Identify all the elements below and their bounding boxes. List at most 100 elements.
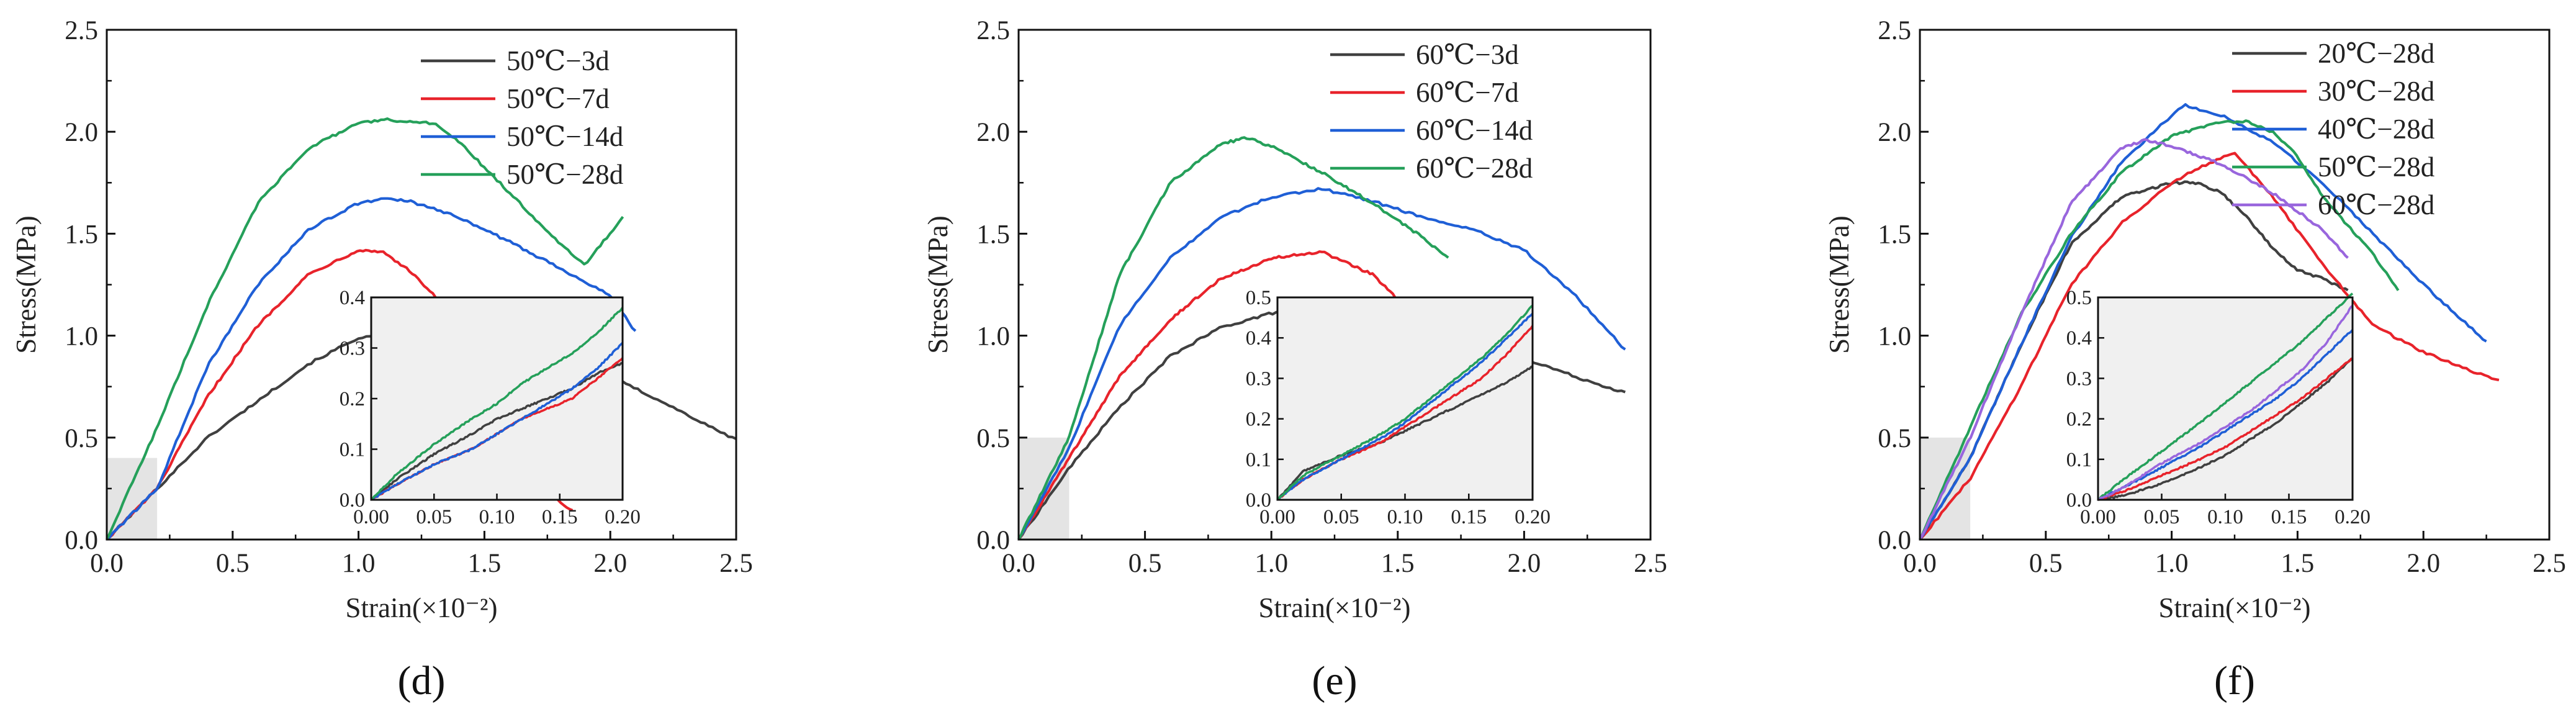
x-tick-label: 2.0 xyxy=(2407,549,2440,578)
legend-label-1: 50℃−3d xyxy=(507,45,610,76)
inset-series-line-5 xyxy=(2097,304,2354,501)
inset-series-line-3 xyxy=(1276,312,1534,501)
legend: 60℃−3d 60℃−7d 60℃−14d 60℃−28d xyxy=(1330,39,1533,184)
series-line-4 xyxy=(1017,136,1449,541)
legend-label-2: 50℃−7d xyxy=(507,83,610,114)
x-tick-label: 0.0 xyxy=(90,549,124,578)
inset-y-tick-label: 0.2 xyxy=(2066,409,2092,431)
x-axis-label: Strain(×10⁻²) xyxy=(345,592,497,623)
inset-x-tick-label: 0.20 xyxy=(1515,506,1551,528)
x-axis-label: Strain(×10⁻²) xyxy=(2158,592,2310,623)
inset-series-line-3 xyxy=(371,341,624,501)
inset-x-tick-label: 0.15 xyxy=(2271,506,2307,528)
x-tick-label: 1.5 xyxy=(468,549,502,578)
y-tick-label: 1.5 xyxy=(65,220,98,249)
legend-label-1: 60℃−3d xyxy=(1416,39,1519,70)
inset-x-tick-label: 0.10 xyxy=(1387,506,1423,528)
inset-series-line-4 xyxy=(370,307,624,501)
chart-panel-3: 0.0 0.5 1.0 1.5 2.0 2.5 0.0 0.5 1.0 1.5 2.0 2.5 Stra… xyxy=(1824,16,2566,703)
inset-y-tick-label: 0.1 xyxy=(2066,449,2092,471)
series-line-3 xyxy=(1919,103,2487,541)
series-line-4 xyxy=(106,117,624,540)
y-tick-label: 2.0 xyxy=(65,118,98,147)
legend-label-2: 60℃−7d xyxy=(1416,77,1519,108)
inset-chart: 0.00 0.05 0.10 0.15 0.20 0.0 0.1 0.2 0.3 0.4 xyxy=(340,287,641,528)
x-tick-label: 2.0 xyxy=(593,549,627,578)
legend-label-3: 60℃−14d xyxy=(1416,115,1533,146)
series-line-4 xyxy=(1919,119,2400,540)
legend: 50℃−3d 50℃−7d 50℃−14d 50℃−28d xyxy=(421,45,623,190)
inset-y-tick-label: 0.3 xyxy=(2066,368,2092,390)
x-tick-label: 1.5 xyxy=(2281,549,2315,578)
y-tick-label: 1.0 xyxy=(1878,322,1911,351)
inset-y-tick-label: 0.2 xyxy=(340,388,365,410)
y-tick-label: 2.5 xyxy=(1878,16,1911,45)
y-tick-label: 1.5 xyxy=(1878,220,1911,249)
x-tick-label: 1.0 xyxy=(1254,549,1288,578)
y-tick-label: 0.5 xyxy=(1878,424,1911,453)
chart-panel-1: 0.0 0.5 1.0 1.5 2.0 2.5 0.0 0.5 1.0 1.5 2.0 2.5 Stra… xyxy=(11,16,753,703)
inset-y-tick-label: 0.5 xyxy=(1246,287,1271,309)
inset-x-tick-label: 0.10 xyxy=(2207,506,2243,528)
highlight-region xyxy=(107,458,158,540)
legend-label-3: 40℃−28d xyxy=(2318,114,2434,145)
x-tick-label: 1.5 xyxy=(1381,549,1415,578)
y-axis-label: Stress(MPa) xyxy=(1824,215,1855,354)
inset-x-tick-label: 0.20 xyxy=(605,506,641,528)
x-tick-label: 0.5 xyxy=(2029,549,2063,578)
legend-label-2: 30℃−28d xyxy=(2318,76,2434,107)
y-tick-label: 2.5 xyxy=(976,16,1010,45)
series-line-2 xyxy=(1017,250,1423,541)
x-tick-label: 0.0 xyxy=(1903,549,1937,578)
legend: 20℃−28d 30℃−28d 40℃−28d 50℃−28d 60℃−28d xyxy=(2232,38,2434,220)
legend-label-3: 50℃−14d xyxy=(507,121,623,152)
inset-series-line-1 xyxy=(370,361,623,501)
y-tick-label: 1.0 xyxy=(976,322,1010,351)
inset-y-tick-label: 0.1 xyxy=(1246,449,1271,471)
x-tick-label: 1.0 xyxy=(342,549,376,578)
x-tick-label: 2.5 xyxy=(719,549,753,578)
x-tick-label: 0.0 xyxy=(1002,549,1035,578)
x-tick-label: 2.5 xyxy=(2533,549,2566,578)
x-tick-label: 2.5 xyxy=(1634,549,1667,578)
x-tick-label: 0.5 xyxy=(1128,549,1162,578)
inset-background xyxy=(371,297,623,500)
legend-label-4: 60℃−28d xyxy=(1416,153,1533,184)
y-axis-label: Stress(MPa) xyxy=(922,215,953,354)
inset-x-tick-label: 0.05 xyxy=(2144,506,2180,528)
inset-y-tick-label: 0.5 xyxy=(2066,287,2092,309)
inset-x-tick-label: 0.05 xyxy=(1323,506,1359,528)
inset-y-tick-label: 0.4 xyxy=(1246,327,1271,350)
inset-chart: 0.00 0.05 0.10 0.15 0.20 0.0 0.1 0.2 0.3 0.4 0.5 xyxy=(2066,287,2371,528)
y-tick-label: 2.0 xyxy=(1878,118,1911,147)
inset-y-tick-label: 0.3 xyxy=(1246,368,1271,390)
panel-label: (f) xyxy=(2214,658,2255,703)
inset-y-tick-label: 0.0 xyxy=(2066,489,2092,512)
inset-x-tick-label: 0.00 xyxy=(2080,506,2116,528)
inset-x-tick-label: 0.15 xyxy=(1451,506,1487,528)
series-line-2 xyxy=(1919,151,2500,541)
y-tick-label: 1.5 xyxy=(976,220,1010,249)
inset-series-line-3 xyxy=(2097,329,2354,501)
inset-y-tick-label: 0.4 xyxy=(2066,327,2092,350)
y-tick-label: 0.0 xyxy=(1878,526,1911,555)
inset-x-tick-label: 0.05 xyxy=(416,506,452,528)
inset-series-line-1 xyxy=(1276,365,1533,501)
x-tick-label: 2.0 xyxy=(1508,549,1541,578)
inset-y-tick-label: 0.0 xyxy=(1246,489,1271,512)
legend-label-1: 20℃−28d xyxy=(2318,38,2434,69)
x-tick-label: 1.0 xyxy=(2155,549,2189,578)
inset-series-line-4 xyxy=(1276,304,1534,501)
chart-panel-2: 0.0 0.5 1.0 1.5 2.0 2.5 0.0 0.5 1.0 1.5 2.0 2.5 Stra… xyxy=(922,16,1667,703)
y-tick-label: 0.0 xyxy=(976,526,1010,555)
series-line-3 xyxy=(106,197,637,541)
inset-series-line-4 xyxy=(2097,292,2354,501)
y-tick-label: 0.0 xyxy=(65,526,98,555)
inset-x-tick-label: 0.15 xyxy=(542,506,578,528)
inset-x-tick-label: 0.00 xyxy=(1259,506,1295,528)
series-line-3 xyxy=(1017,187,1626,541)
inset-chart: 0.00 0.05 0.10 0.15 0.20 0.0 0.1 0.2 0.3 0.4 0.5 xyxy=(1246,287,1551,528)
legend-label-5: 60℃−28d xyxy=(2318,189,2434,220)
legend-label-4: 50℃−28d xyxy=(507,159,623,190)
